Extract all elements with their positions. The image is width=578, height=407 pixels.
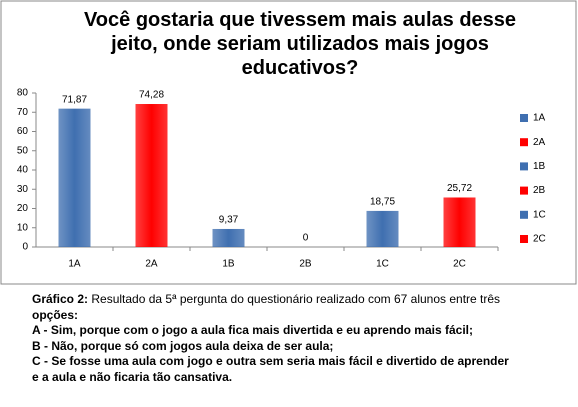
caption-line: opções: <box>32 307 79 322</box>
caption-line: B - Não, porque só com jogos aula deixa … <box>32 338 334 353</box>
legend-swatch <box>520 235 528 243</box>
value-label: 74,28 <box>139 90 164 101</box>
legend-swatch <box>520 210 528 219</box>
chart-border <box>0 0 577 285</box>
value-label: 0 <box>303 233 309 244</box>
value-label: 9,37 <box>219 215 239 226</box>
bar <box>212 228 245 247</box>
caption-line: A - Sim, porque com o jogo a aula fica m… <box>32 323 473 338</box>
y-tick-label: 20 <box>17 203 29 214</box>
bar <box>58 108 91 247</box>
x-tick-label: 2B <box>299 259 312 270</box>
legend-swatch <box>520 162 528 171</box>
x-tick-label: 1C <box>376 259 389 270</box>
legend-label: 1B <box>533 161 546 172</box>
legend-swatch <box>520 114 528 122</box>
y-tick-label: 40 <box>17 165 29 176</box>
caption-text: Resultado da 5ª pergunta do questionário… <box>88 292 501 306</box>
y-tick-label: 80 <box>17 88 29 99</box>
y-tick-label: 0 <box>22 242 28 253</box>
caption-line: C - Se fosse uma aula com jogo e outra s… <box>32 354 509 369</box>
bar <box>366 210 399 247</box>
legend-label: 2A <box>533 137 546 148</box>
y-tick-label: 70 <box>17 107 29 118</box>
legend-swatch <box>520 138 528 147</box>
legend-swatch <box>520 186 528 195</box>
y-tick-label: 10 <box>17 222 29 233</box>
value-label: 71,87 <box>62 94 87 105</box>
x-tick-label: 1B <box>222 259 235 270</box>
caption-line: Gráfico 2: Resultado da 5ª pergunta do q… <box>32 292 578 308</box>
x-tick-label: 1A <box>68 259 81 270</box>
legend-label: 1C <box>533 209 546 220</box>
y-tick-label: 30 <box>17 184 29 195</box>
legend-label: 2C <box>533 234 546 245</box>
legend-label: 1A <box>533 113 546 124</box>
y-tick-label: 60 <box>17 126 29 137</box>
caption: Gráfico 2: Resultado da 5ª pergunta do q… <box>32 292 578 386</box>
y-tick-label: 50 <box>17 145 29 156</box>
x-tick-label: 2C <box>453 259 466 270</box>
caption-line: e a aula e não ficaria tão cansativa. <box>32 369 233 384</box>
value-label: 18,75 <box>370 197 395 208</box>
bar <box>443 197 476 247</box>
x-tick-label: 2A <box>145 259 158 270</box>
legend-label: 2B <box>533 185 546 196</box>
caption-label: Gráfico 2: <box>32 292 89 306</box>
bar <box>135 104 168 247</box>
chart-title: Você gostaria que tivessem mais aulas de… <box>83 9 517 79</box>
value-label: 25,72 <box>447 183 472 194</box>
